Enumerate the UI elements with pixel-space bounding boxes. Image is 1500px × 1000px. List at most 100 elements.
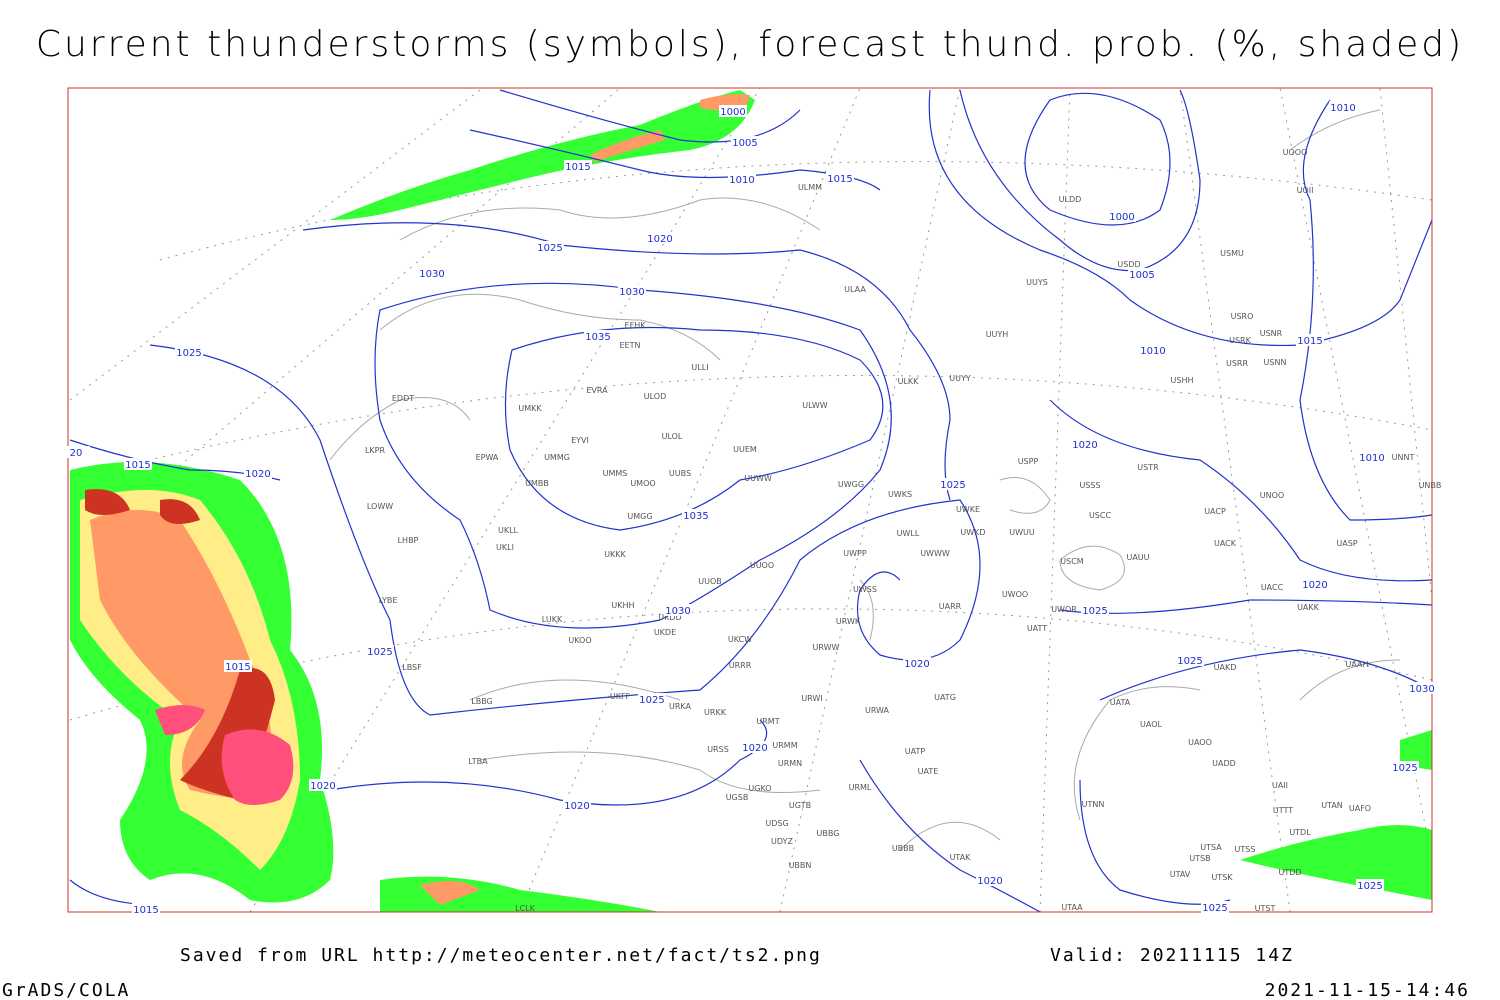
isobar-label: 1015 (1297, 336, 1322, 347)
isobar-label: 1035 (585, 332, 610, 343)
isobar-label: 1030 (619, 287, 644, 298)
station-label: UUOO (750, 561, 774, 570)
station-label: UGSB (726, 793, 749, 802)
station-label: UATA (1110, 698, 1131, 707)
station-label: UMMS (603, 469, 628, 478)
isobar-label: 20 (70, 448, 83, 459)
station-label: UKKK (604, 550, 626, 559)
station-label: UGKO (748, 784, 771, 793)
station-label: UWGG (838, 480, 864, 489)
isobar-label-bg (826, 172, 854, 184)
isobar-label-bg (584, 330, 612, 342)
station-label: UTNN (1082, 800, 1105, 809)
station-label: USTR (1137, 463, 1159, 472)
isobar-label: 1030 (419, 269, 444, 280)
station-label: EETN (620, 341, 641, 350)
station-label: UTSB (1189, 854, 1210, 863)
isobar-label: 1020 (564, 801, 589, 812)
isobar-label: 1015 (133, 905, 158, 916)
station-label: UWSS (853, 585, 877, 594)
isobars (69, 89, 1433, 913)
station-label: UAFO (1349, 804, 1371, 813)
isobar-label-bg (1071, 438, 1099, 450)
station-label: URMN (778, 759, 802, 768)
station-label: UAII (1272, 781, 1288, 790)
software: GrADS/COLA (2, 980, 130, 1000)
isobar-label-bg (1391, 761, 1419, 773)
station-label: USCM (1060, 557, 1084, 566)
station-label: UOOO (1283, 148, 1308, 157)
isobar-label-bg (618, 285, 646, 297)
isobar-label-bg (741, 741, 769, 753)
station-label: URWW (813, 643, 840, 652)
isobar-label: 1025 (1177, 656, 1202, 667)
isobar-label-bg (224, 660, 252, 672)
isobar-label: 1015 (125, 460, 150, 471)
station-label: UAUU (1126, 553, 1149, 562)
station-label: LBBG (471, 697, 493, 706)
stations: EFHK EETN EVRA ULOD UMKK EYVI ULOL UUEM EPWA UMMG… (365, 148, 1441, 913)
station-label: UWKD (960, 528, 985, 537)
station-label: ULMM (798, 183, 822, 192)
station-label: UKCW (728, 635, 752, 644)
station-label: UWUU (1009, 528, 1035, 537)
isobar-label-bg (1139, 344, 1167, 356)
isobar-label-bg (1408, 682, 1436, 694)
station-label: ULOL (662, 432, 683, 441)
isobar-label-bg (731, 136, 759, 148)
station-label: ULKK (898, 377, 920, 386)
isobar-label: 1025 (639, 695, 664, 706)
station-label: UATE (918, 767, 939, 776)
station-label: UADD (1212, 759, 1236, 768)
isobar-label: 1020 (647, 234, 672, 245)
station-label: UMMG (544, 453, 570, 462)
station-label: UNOO (1260, 491, 1284, 500)
isobar-label: 1020 (1072, 440, 1097, 451)
isobar-label-bg (1108, 210, 1136, 222)
isobar-label-bg (903, 657, 931, 669)
station-label: ULWW (802, 401, 827, 410)
isobar-label: 1010 (729, 175, 754, 186)
station-label: UMOO (630, 479, 655, 488)
station-label: UTDL (1289, 828, 1311, 837)
station-label: USNR (1260, 329, 1283, 338)
station-label: UDYZ (771, 837, 793, 846)
station-label: UACK (1214, 539, 1237, 548)
isobar-label: 1005 (1129, 270, 1154, 281)
isobar-label-bg (309, 779, 337, 791)
isobar-label-bg (1201, 901, 1229, 913)
station-label: UUEM (733, 445, 757, 454)
station-label: UTAA (1061, 903, 1083, 912)
station-label: UACP (1204, 507, 1226, 516)
station-label: EDDT (392, 394, 414, 403)
isobar-label-bg (1176, 654, 1204, 666)
isobar-label: 1010 (1330, 103, 1355, 114)
station-label: URWI (801, 694, 822, 703)
station-label: UNNT (1392, 453, 1415, 462)
isobar-label-bg (1301, 578, 1329, 590)
isobar-label: 1020 (904, 659, 929, 670)
station-label: URWA (865, 706, 890, 715)
station-label: UACC (1261, 583, 1284, 592)
isobar-label: 1030 (665, 606, 690, 617)
station-label: UMKK (518, 404, 542, 413)
isobar-label: 1025 (537, 243, 562, 254)
saved-from: Saved from URL http://meteocenter.net/fa… (180, 945, 822, 966)
isobar-label: 1020 (742, 743, 767, 754)
station-label: UTAV (1170, 870, 1191, 879)
station-label: URKK (704, 708, 727, 717)
graticule (69, 87, 1433, 913)
station-label: UUOB (698, 577, 722, 586)
isobar-label-bg (1296, 334, 1324, 346)
station-label: UWOO (1002, 590, 1028, 599)
isobar-label: 1025 (1082, 606, 1107, 617)
station-label: URML (849, 783, 872, 792)
isobar-label-bg (175, 346, 203, 358)
station-label: UOII (1297, 186, 1314, 195)
station-label: LCLK (515, 904, 536, 913)
valid-time: Valid: 20211115 14Z (1050, 945, 1294, 966)
station-label: UTDD (1278, 868, 1301, 877)
isobar-label: 1030 (1409, 684, 1434, 695)
station-label: UWKS (888, 490, 912, 499)
station-label: UWWW (920, 549, 950, 558)
